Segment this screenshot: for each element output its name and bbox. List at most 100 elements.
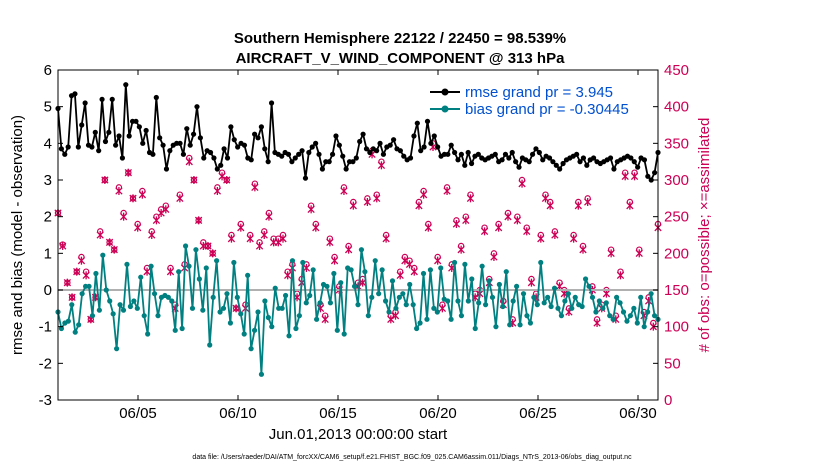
obs-assimilated-point (307, 205, 315, 214)
rmse-series-point (140, 140, 146, 146)
bias-series-point (517, 322, 523, 328)
bias-series-point (379, 267, 385, 273)
obs-assimilated-point (321, 315, 329, 324)
y2-tick-label: 0 (664, 392, 672, 409)
rmse-series-point (540, 157, 546, 163)
obs-assimilated-point (574, 201, 582, 210)
bias-series-point (310, 267, 316, 273)
rmse-series-point (157, 135, 163, 141)
bias-series-point (589, 294, 596, 300)
rmse-series-point (431, 133, 437, 139)
rmse-series-point (397, 148, 403, 154)
bias-series-point (272, 285, 278, 291)
bias-series-point (348, 267, 354, 273)
rmse-series-point (550, 159, 556, 165)
rmse-series-point (360, 131, 366, 137)
rmse-series-point (445, 151, 451, 157)
bias-series-point (317, 300, 323, 306)
rmse-series-point (72, 91, 78, 97)
rmse-series-point (82, 100, 88, 106)
y-tick-label: 2 (44, 209, 52, 226)
obs-assimilated-point (513, 216, 522, 225)
bias-series-point (341, 331, 347, 337)
obs-assimilated-point (593, 319, 601, 327)
rmse-series-point (228, 124, 234, 130)
bias-series-point (303, 300, 309, 306)
rmse-series-point (380, 151, 387, 157)
legend-rmse-marker (441, 88, 449, 96)
rmse-series-point (119, 155, 126, 161)
bias-series-point (555, 305, 561, 311)
bias-series-point (220, 305, 227, 311)
bias-series-point (117, 302, 123, 308)
bias-series-point (520, 291, 527, 297)
rmse-series-point (167, 148, 173, 154)
rmse-series-point (306, 149, 312, 156)
bias-series-point (165, 294, 171, 300)
obs-assimilated-point (518, 179, 526, 188)
rmse-series-point (648, 177, 654, 183)
obs-assimilated-point (105, 238, 114, 247)
bias-series-point (245, 272, 251, 278)
rmse-series-point (326, 159, 332, 165)
y-tick-label: 4 (44, 135, 52, 152)
rmse-series-point (187, 142, 193, 148)
obs-assimilated-point (584, 198, 592, 206)
bias-series-point (72, 329, 78, 335)
obs-assimilated-point (312, 223, 320, 232)
bias-series-point (355, 302, 361, 308)
bias-series-point (614, 294, 620, 300)
bias-series-point (410, 302, 416, 308)
obs-assimilated-point (340, 187, 348, 195)
bias-series-point (486, 278, 492, 284)
bias-series-point (238, 311, 244, 317)
bias-series-point (603, 300, 609, 306)
chart-title: Southern Hemisphere 22122 / 22450 = 98.5… (234, 30, 566, 47)
bias-series-point (569, 305, 575, 311)
rmse-series-point (462, 162, 468, 168)
obs-assimilated-point (387, 315, 395, 324)
obs-assimilated-point (73, 267, 81, 276)
x-axis-label: Jun.01,2013 00:00:00 start (269, 426, 448, 443)
obs-assimilated-point (373, 194, 381, 203)
obs-assimilated-point (59, 242, 67, 250)
obs-assimilated-point (134, 223, 142, 232)
rmse-series-point (499, 157, 505, 163)
bias-series-point (79, 291, 85, 297)
obs-assimilated-point (480, 227, 489, 236)
bias-series-point (248, 346, 254, 352)
bias-series-point (414, 325, 420, 332)
obs-assimilated-point (115, 187, 123, 195)
obs-assimilated-point (110, 245, 118, 254)
y2-tick-label: 150 (664, 282, 689, 299)
bias-series-point (176, 269, 182, 275)
bias-series-point (472, 325, 478, 332)
bias-series-point (65, 318, 71, 324)
rmse-series-point (452, 149, 458, 156)
obs-assimilated-point (419, 190, 428, 199)
bias-series-point (331, 270, 337, 277)
rmse-series-point (357, 138, 363, 145)
bias-series-point (382, 298, 389, 304)
rmse-series-point (65, 144, 71, 150)
bias-series-point (214, 258, 220, 264)
obs-assimilated-point (523, 227, 531, 236)
bias-series-point (186, 263, 192, 269)
y-tick-label: 1 (44, 245, 52, 262)
rmse-series-point (221, 146, 227, 152)
footnote: data file: /Users/raeder/DAI/ATM_forcXX/… (192, 454, 632, 461)
rmse-series-point (529, 151, 536, 157)
bias-series-point (151, 291, 158, 297)
obs-assimilated-point (457, 245, 465, 254)
rmse-series-point (516, 164, 522, 170)
bias-series-point (534, 302, 540, 308)
legend: rmse grand pr = 3.945 bias grand pr = -0… (430, 84, 629, 118)
obs-assimilated-point (630, 172, 639, 181)
rmse-series-point (475, 151, 481, 157)
rmse-series-point (180, 151, 187, 157)
bias-series-point (610, 316, 616, 322)
bias-series-point (551, 285, 558, 291)
rmse-series-point (580, 155, 587, 161)
obs-assimilated-point (424, 223, 432, 232)
rmse-series-point (62, 151, 68, 157)
